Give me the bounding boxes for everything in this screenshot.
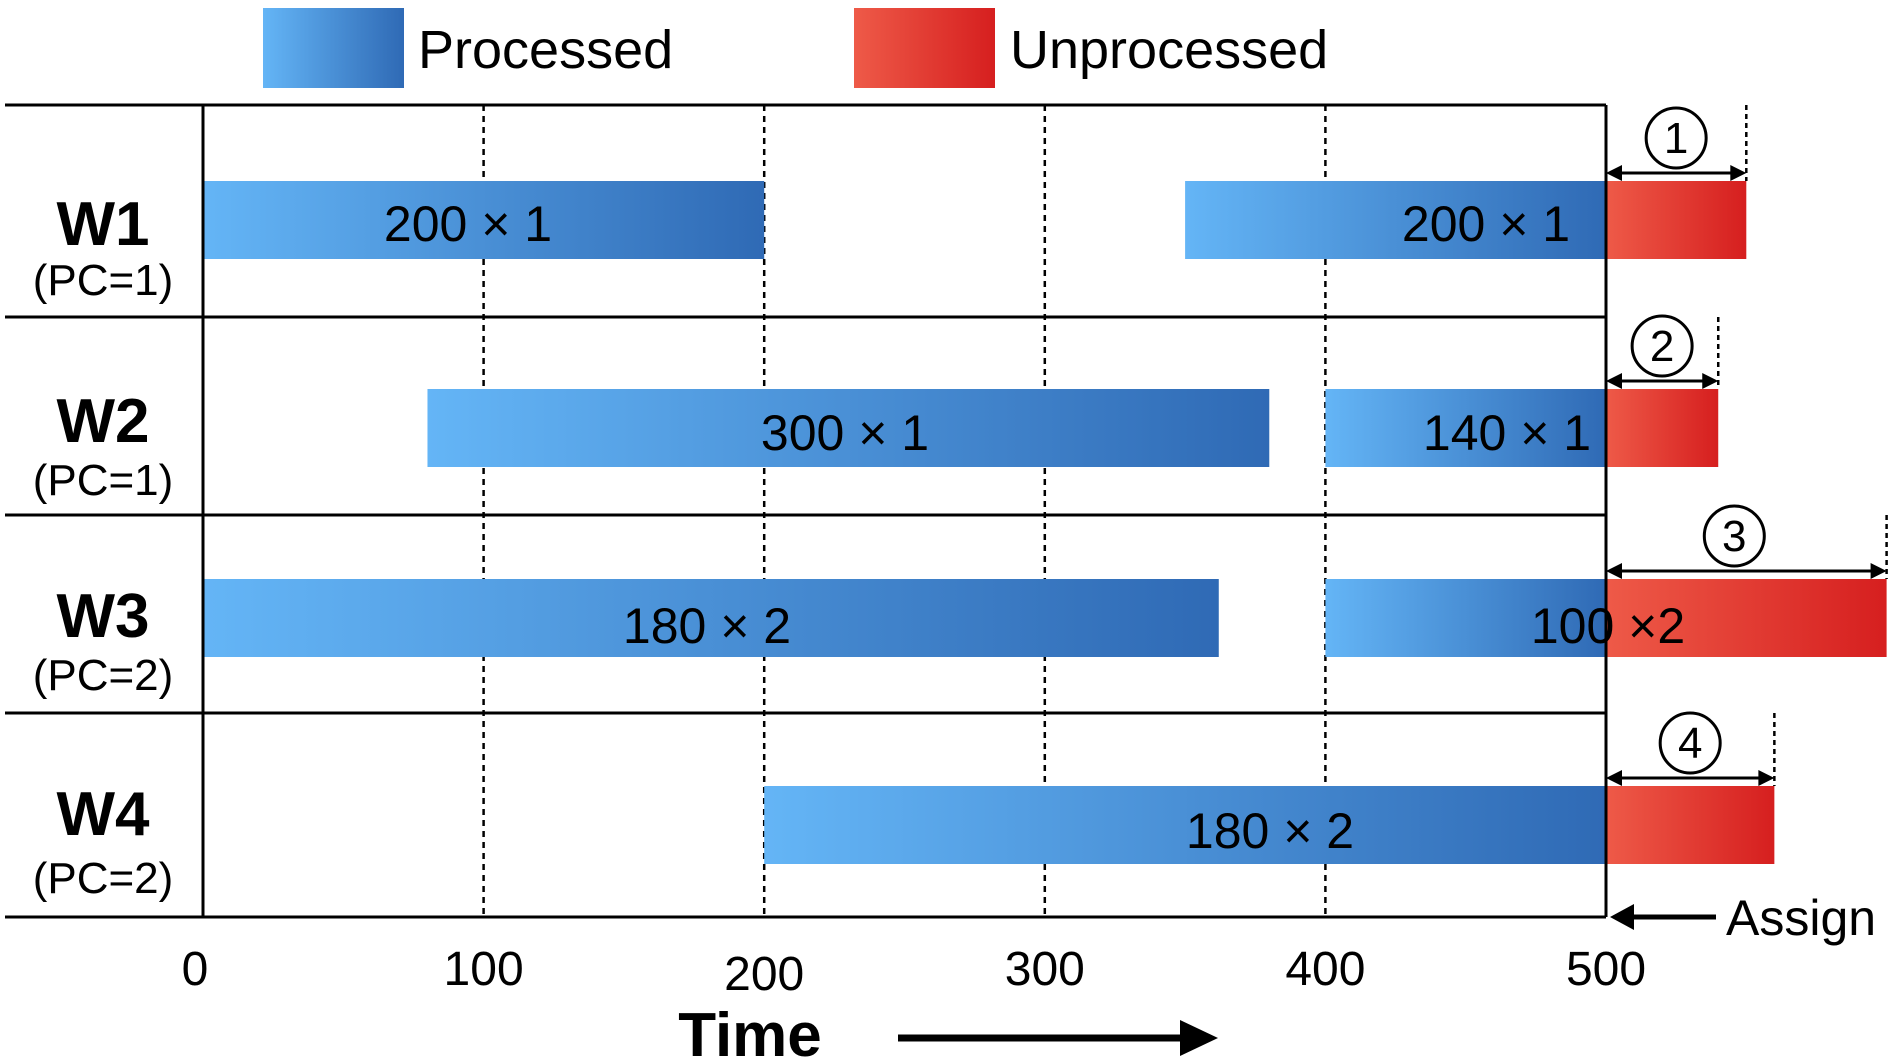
step-marker-number: 2 xyxy=(1650,322,1674,371)
tick-label-400: 400 xyxy=(1285,943,1365,996)
legend-unprocessed-swatch xyxy=(854,8,995,88)
tick-label-300: 300 xyxy=(1005,943,1085,996)
unprocessed-bar xyxy=(1606,181,1747,259)
worker-name-w1: W1 xyxy=(57,190,150,259)
processed-bar-label: 200 × 1 xyxy=(384,196,552,252)
processed-bar xyxy=(1325,579,1606,657)
legend-processed-swatch xyxy=(263,8,404,88)
legend-processed-label: Processed xyxy=(418,20,673,80)
step-marker-circle xyxy=(1630,314,1694,378)
worker-labels: W1 (PC=1) W2 (PC=1) W3 (PC=2) W4 (PC=2) xyxy=(33,190,174,903)
tick-label-500: 500 xyxy=(1566,943,1646,996)
step-marker-circle xyxy=(1658,711,1722,775)
axis-title: Time xyxy=(678,1001,822,1060)
assign-measure-arrow-head xyxy=(1702,373,1719,389)
assign-arrow-head xyxy=(1610,904,1634,930)
worker-pc-w3: (PC=2) xyxy=(33,651,174,700)
processed-bar xyxy=(427,389,1270,467)
unprocessed-bar xyxy=(1606,579,1887,657)
assign-measure-arrow-head xyxy=(1606,165,1622,181)
worker-pc-w4: (PC=2) xyxy=(33,854,174,903)
legend: Processed Unprocessed xyxy=(263,8,1328,88)
assign-measure-arrow-head xyxy=(1730,165,1747,181)
step-marker-circle xyxy=(1644,106,1708,170)
legend-unprocessed-label: Unprocessed xyxy=(1010,20,1328,80)
assign-measure-arrow-head xyxy=(1870,563,1887,579)
tick-label-0: 0 xyxy=(182,943,209,996)
worker-name-w4: W4 xyxy=(57,780,151,849)
processed-bar xyxy=(764,786,1606,864)
assign-measure-arrow-head xyxy=(1606,770,1622,786)
bars: 1 2 3 4 200 × 1 200 × 1 300 × 1 140 × 1 180 × 2 1… xyxy=(203,105,1888,864)
processed-bar xyxy=(1185,181,1606,259)
processed-bar-label: 300 × 1 xyxy=(761,405,929,461)
processed-bar-label: 180 × 2 xyxy=(623,598,791,654)
unprocessed-bar xyxy=(1606,786,1775,864)
step-marker-circle xyxy=(1702,504,1766,568)
worker-name-w3: W3 xyxy=(57,582,150,651)
worker-pc-w1: (PC=1) xyxy=(33,256,174,305)
worker-pc-w2: (PC=1) xyxy=(33,456,174,505)
processed-bar-label: 180 × 2 xyxy=(1186,803,1354,859)
processed-bar xyxy=(203,579,1219,657)
tick-label-100: 100 xyxy=(444,943,524,996)
assign-measure-arrow-head xyxy=(1758,770,1775,786)
step-marker-number: 1 xyxy=(1664,114,1688,163)
unprocessed-bar xyxy=(1606,389,1719,467)
assign-measure-arrow-head xyxy=(1606,373,1622,389)
row-separators xyxy=(5,103,1608,919)
assign-label: Assign xyxy=(1726,890,1876,946)
worker-name-w2: W2 xyxy=(57,387,150,456)
processed-bar-label: 200 × 1 xyxy=(1402,196,1570,252)
processed-bar xyxy=(1325,389,1606,467)
assign-measure-arrow-head xyxy=(1606,563,1622,579)
time-arrow-head xyxy=(1180,1020,1218,1056)
processed-bar-label: 100 ×2 xyxy=(1531,598,1685,654)
step-marker-number: 4 xyxy=(1678,719,1702,768)
step-marker-number: 3 xyxy=(1722,512,1746,561)
processed-bar-label: 140 × 1 xyxy=(1423,405,1591,461)
x-axis-tick-labels: 0 100 200 300 400 500 xyxy=(182,943,1646,1001)
processed-bar xyxy=(203,181,765,259)
tick-label-200: 200 xyxy=(724,948,804,1001)
